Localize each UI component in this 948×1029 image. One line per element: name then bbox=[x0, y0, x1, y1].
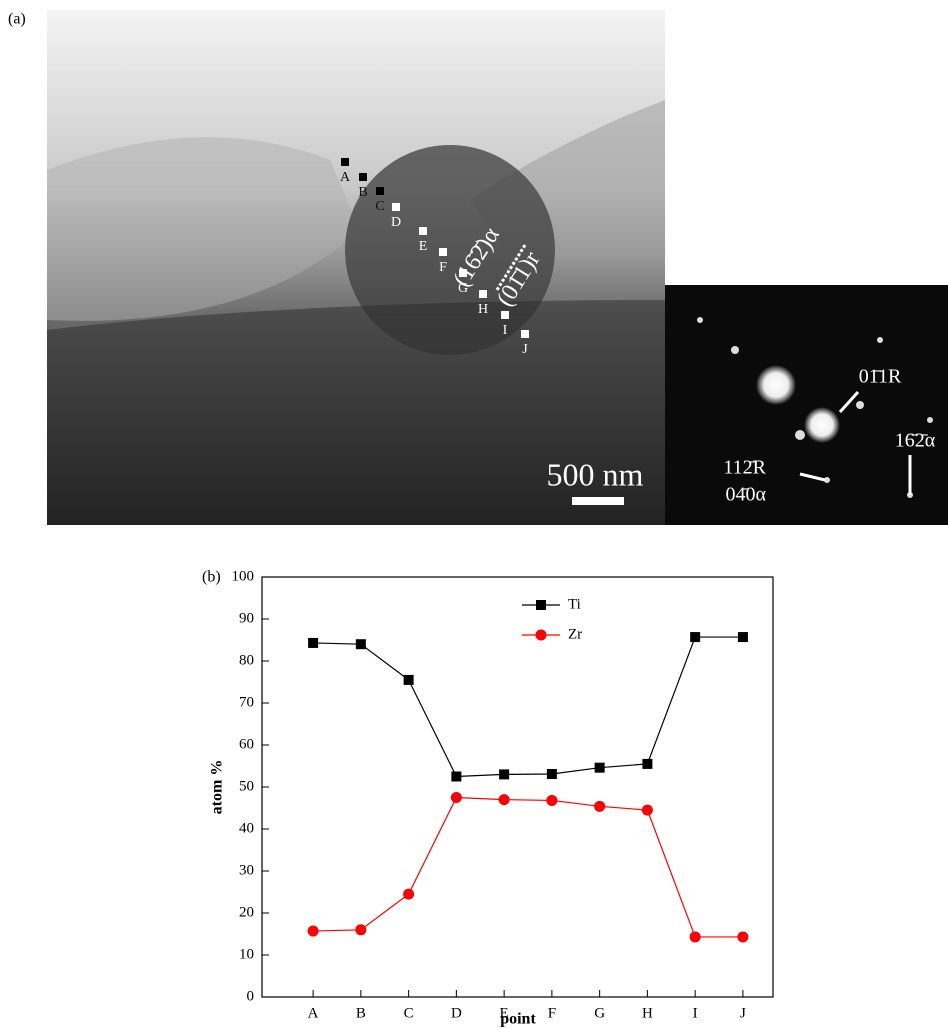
y-tick-label: 50 bbox=[239, 778, 254, 794]
point-marker bbox=[479, 290, 487, 298]
panel-label: (b) bbox=[202, 569, 221, 586]
point-marker bbox=[439, 248, 447, 256]
diffraction-label: 04̄0α bbox=[726, 484, 767, 506]
legend-label: Zr bbox=[568, 626, 582, 642]
legend-marker bbox=[536, 630, 547, 641]
y-tick-label: 20 bbox=[239, 904, 254, 920]
data-point bbox=[690, 931, 701, 942]
y-tick-label: 70 bbox=[239, 694, 254, 710]
data-point bbox=[595, 763, 605, 773]
data-point bbox=[737, 931, 748, 942]
point-marker bbox=[359, 173, 367, 181]
x-tick-label: I bbox=[693, 1005, 698, 1021]
y-tick-label: 80 bbox=[239, 652, 254, 668]
data-point bbox=[690, 632, 700, 642]
data-point bbox=[403, 889, 414, 900]
series-line bbox=[313, 798, 743, 937]
panel-label: (a) bbox=[8, 11, 26, 28]
y-tick-label: 40 bbox=[239, 820, 254, 836]
diffraction-label: 01̄1R bbox=[859, 366, 902, 388]
data-point bbox=[308, 926, 319, 937]
data-point bbox=[642, 759, 652, 769]
y-tick-label: 10 bbox=[239, 946, 254, 962]
data-point bbox=[404, 675, 414, 685]
y-tick-label: 30 bbox=[239, 862, 254, 878]
data-point bbox=[546, 795, 557, 806]
diffraction-image bbox=[665, 285, 948, 525]
legend-marker bbox=[536, 600, 546, 610]
data-point bbox=[499, 794, 510, 805]
point-label: A bbox=[340, 170, 351, 185]
diffraction-label: 112̄R bbox=[723, 457, 766, 479]
point-label: B bbox=[358, 185, 367, 200]
scale-bar: 500 nm bbox=[547, 456, 644, 492]
y-tick-label: 0 bbox=[247, 988, 255, 1004]
x-tick-label: E bbox=[500, 1005, 509, 1021]
series-line bbox=[313, 637, 743, 776]
data-point bbox=[547, 769, 557, 779]
point-label: I bbox=[503, 323, 508, 338]
x-tick-label: C bbox=[404, 1005, 414, 1021]
data-point bbox=[308, 638, 318, 648]
point-marker bbox=[419, 227, 427, 235]
point-marker bbox=[392, 203, 400, 211]
point-label: C bbox=[375, 199, 384, 214]
figure: (a) ABCDEFGHIJ (16̄2̄)α (01̄1)r 500 nm 0… bbox=[0, 0, 948, 1029]
y-axis-label: atom % bbox=[209, 760, 226, 815]
point-label: F bbox=[439, 260, 447, 275]
diffraction-label: 16̄2̄α bbox=[895, 430, 936, 452]
x-tick-label: G bbox=[594, 1005, 605, 1021]
point-label: E bbox=[419, 239, 428, 254]
data-point bbox=[642, 805, 653, 816]
y-tick-label: 90 bbox=[239, 610, 254, 626]
data-point bbox=[451, 772, 461, 782]
data-point bbox=[738, 632, 748, 642]
legend-label: Ti bbox=[568, 596, 581, 612]
point-marker bbox=[521, 330, 529, 338]
x-tick-label: F bbox=[548, 1005, 556, 1021]
x-tick-label: J bbox=[740, 1005, 746, 1021]
x-tick-label: A bbox=[308, 1005, 319, 1021]
x-tick-label: D bbox=[451, 1005, 462, 1021]
data-point bbox=[356, 639, 366, 649]
data-point bbox=[451, 792, 462, 803]
point-marker bbox=[501, 311, 509, 319]
tem-image bbox=[47, 10, 665, 525]
point-marker bbox=[341, 158, 349, 166]
point-marker bbox=[376, 187, 384, 195]
point-label: H bbox=[478, 302, 488, 317]
x-tick-label: H bbox=[642, 1005, 653, 1021]
point-label: D bbox=[391, 215, 401, 230]
point-label: J bbox=[522, 342, 528, 357]
data-point bbox=[355, 924, 366, 935]
y-tick-label: 60 bbox=[239, 736, 254, 752]
x-tick-label: B bbox=[356, 1005, 366, 1021]
y-tick-label: 100 bbox=[232, 568, 255, 584]
data-point bbox=[499, 769, 509, 779]
data-point bbox=[594, 801, 605, 812]
